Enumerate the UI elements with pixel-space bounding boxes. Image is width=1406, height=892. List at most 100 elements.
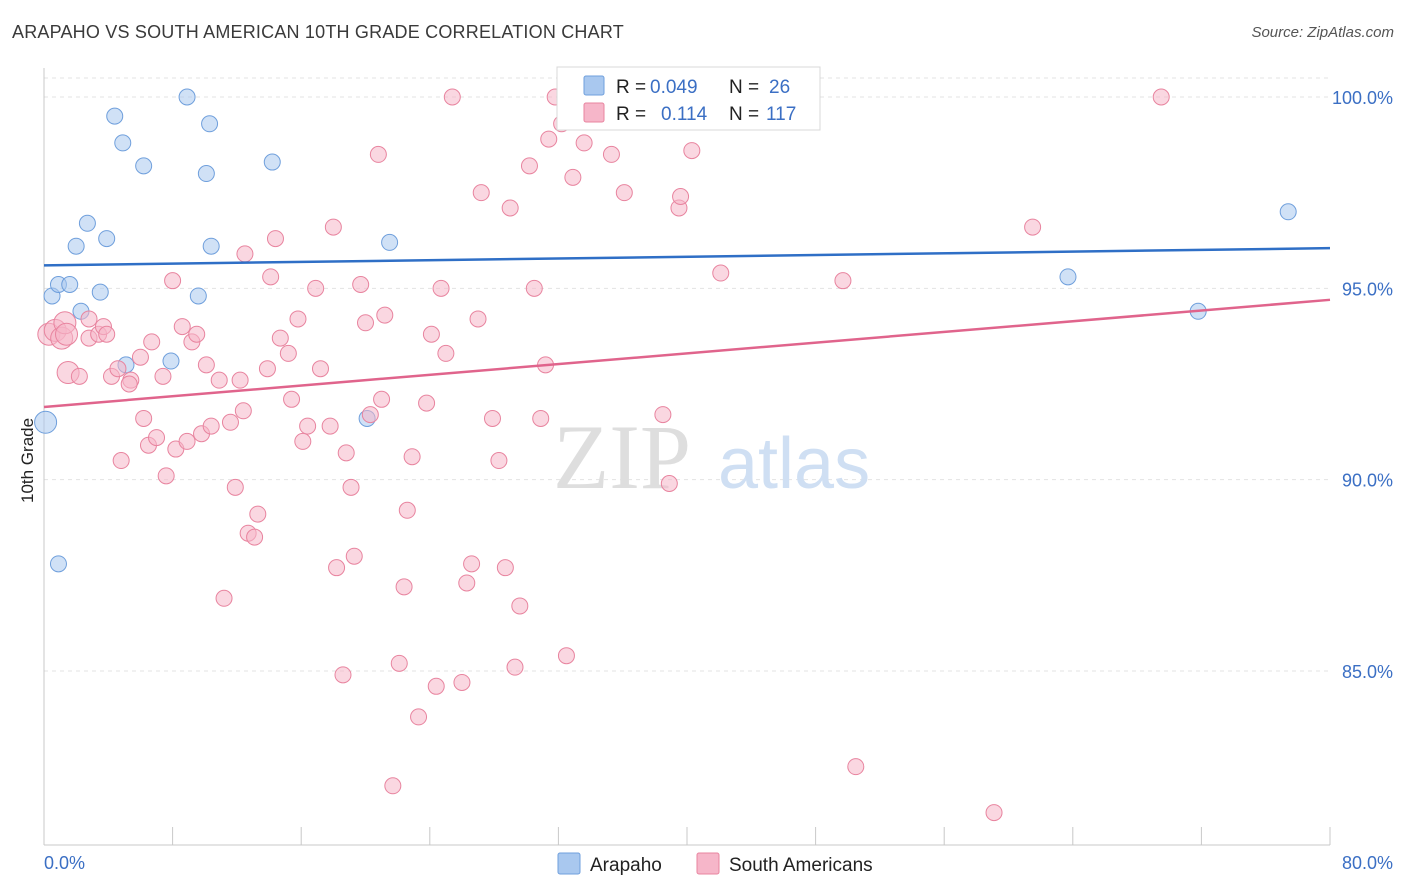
data-point [34,410,58,434]
data-point [1279,203,1297,221]
data-point [384,777,402,795]
axes [43,68,1331,846]
data-point [1059,268,1077,286]
data-point [70,367,88,385]
data-point [1024,218,1042,236]
data-point [189,287,207,305]
data-point [540,130,558,148]
data-point [262,268,280,286]
data-point [289,310,307,328]
series-south-americans [37,88,1170,822]
data-point [834,272,852,290]
legend-r-label: R = [616,104,646,125]
trend-line-south-americans [43,298,1331,409]
data-point [410,708,428,726]
data-point [352,276,370,294]
bottom-legend-label-south-americans: South Americans [729,855,873,876]
data-point [334,666,352,684]
data-point [294,432,312,450]
data-point [557,647,575,665]
data-point [61,276,79,294]
watermark: ZIP atlas [553,406,870,508]
data-point [654,406,672,424]
data-point [215,589,233,607]
data-point [324,218,342,236]
data-point [520,157,538,175]
data-point [249,505,267,523]
data-point [112,452,130,470]
legend-n-value: 26 [769,77,790,98]
data-point [443,88,461,106]
data-point [246,528,264,546]
data-point [157,467,175,485]
x-tick-label: 80.0% [1342,853,1393,873]
y-tick-label: 100.0% [1332,88,1393,108]
data-point [337,444,355,462]
data-point [321,417,339,435]
series-arapaho [34,88,1297,573]
bottom-legend-swatch-south-americans [696,852,720,875]
bottom-legend-swatch-arapaho [557,852,581,875]
data-point [231,371,249,389]
data-point [173,318,191,336]
legend-n-label: N = [729,77,759,98]
y-tick-labels: 100.0% 95.0% 90.0% 85.0% [1332,88,1393,682]
data-point [373,390,391,408]
data-point [501,199,519,217]
top-legend: R = 0.049 N = 26 R = 0.114 N = 117 [556,66,821,131]
data-point [453,673,471,691]
data-point [201,115,219,133]
bottom-legend: Arapaho South Americans [557,852,873,876]
data-point [178,432,196,450]
data-point [202,417,220,435]
data-point [376,306,394,324]
y-tick-label: 90.0% [1342,471,1393,491]
data-point [390,654,408,672]
data-point [418,394,436,412]
data-point [345,547,363,565]
data-point [602,145,620,163]
data-point [197,165,215,183]
data-point [135,157,153,175]
data-point [469,310,487,328]
data-point [847,758,865,776]
data-point [490,452,508,470]
data-point [98,325,116,343]
data-point [985,804,1003,822]
data-point [342,478,360,496]
y-tick-label: 95.0% [1342,279,1393,299]
data-point [311,360,329,378]
data-point [120,375,138,393]
data-point [369,145,387,163]
data-point [98,230,116,248]
data-point [511,597,529,615]
data-point [525,279,543,297]
data-point [299,417,317,435]
data-point [266,230,284,248]
data-point [258,360,276,378]
data-point [221,413,239,431]
legend-r-label: R = [616,77,646,98]
data-point [236,245,254,263]
legend-swatch-south-americans [583,102,605,123]
data-point [427,677,445,695]
data-point [135,409,153,427]
data-point [154,367,172,385]
data-point [496,559,514,577]
data-point [672,187,690,205]
data-point [683,142,701,160]
data-point [106,107,124,125]
data-point [234,402,252,420]
bottom-legend-label-arapaho: Arapaho [590,855,662,876]
data-point [162,352,180,370]
data-point [1152,88,1170,106]
data-point [660,474,678,492]
data-point [458,574,476,592]
y-tick-label: 85.0% [1342,662,1393,682]
data-point [202,237,220,255]
data-point [615,184,633,202]
trend-lines [43,246,1331,409]
data-point [483,409,501,427]
data-point [564,168,582,186]
